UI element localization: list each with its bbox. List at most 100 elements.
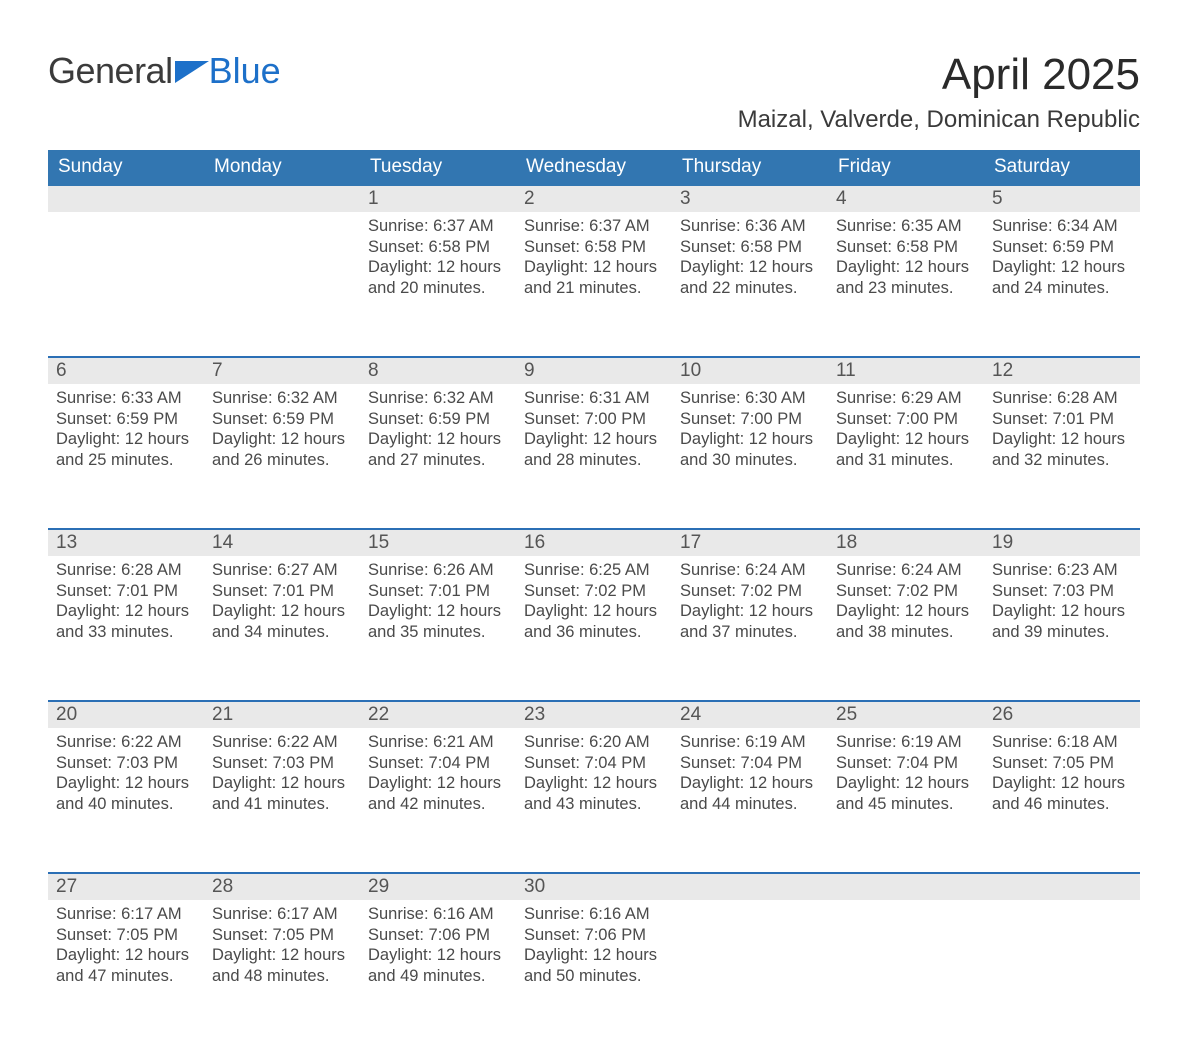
- sunrise-line: Sunrise: 6:24 AM: [680, 560, 820, 581]
- calendar-day: Sunrise: 6:28 AMSunset: 7:01 PMDaylight:…: [984, 384, 1140, 510]
- day-number: 19: [984, 530, 1140, 556]
- sunset-line: Sunset: 6:59 PM: [368, 409, 508, 430]
- daylight-line-1: Daylight: 12 hours: [56, 945, 196, 966]
- sunset-line: Sunset: 7:01 PM: [992, 409, 1132, 430]
- day-number: 26: [984, 702, 1140, 728]
- calendar-day: [828, 900, 984, 1026]
- day-details: Sunrise: 6:29 AMSunset: 7:00 PMDaylight:…: [828, 384, 984, 477]
- daylight-line-2: and 38 minutes.: [836, 622, 976, 643]
- sunrise-line: Sunrise: 6:21 AM: [368, 732, 508, 753]
- weeks-container: 12345Sunrise: 6:37 AMSunset: 6:58 PMDayl…: [48, 186, 1140, 1026]
- day-number: 15: [360, 530, 516, 556]
- day-number: 21: [204, 702, 360, 728]
- daylight-line-2: and 37 minutes.: [680, 622, 820, 643]
- title-block: April 2025 Maizal, Valverde, Dominican R…: [738, 50, 1140, 134]
- daylight-line-2: and 48 minutes.: [212, 966, 352, 987]
- sunrise-line: Sunrise: 6:29 AM: [836, 388, 976, 409]
- day-details: Sunrise: 6:25 AMSunset: 7:02 PMDaylight:…: [516, 556, 672, 649]
- sunset-line: Sunset: 7:02 PM: [680, 581, 820, 602]
- sunrise-line: Sunrise: 6:37 AM: [524, 216, 664, 237]
- flag-icon: [175, 61, 209, 88]
- day-number-row: 12345: [48, 186, 1140, 212]
- daylight-line-2: and 31 minutes.: [836, 450, 976, 471]
- weekday-header: Monday: [204, 150, 360, 186]
- day-details: Sunrise: 6:37 AMSunset: 6:58 PMDaylight:…: [360, 212, 516, 305]
- day-details: Sunrise: 6:33 AMSunset: 6:59 PMDaylight:…: [48, 384, 204, 477]
- page-title: April 2025: [738, 50, 1140, 100]
- calendar-day: Sunrise: 6:24 AMSunset: 7:02 PMDaylight:…: [672, 556, 828, 682]
- daylight-line-2: and 42 minutes.: [368, 794, 508, 815]
- day-number: 10: [672, 358, 828, 384]
- day-details: Sunrise: 6:37 AMSunset: 6:58 PMDaylight:…: [516, 212, 672, 305]
- daylight-line-2: and 23 minutes.: [836, 278, 976, 299]
- location-subtitle: Maizal, Valverde, Dominican Republic: [738, 106, 1140, 134]
- daylight-line-1: Daylight: 12 hours: [524, 257, 664, 278]
- day-details: [48, 212, 204, 222]
- sunrise-line: Sunrise: 6:28 AM: [992, 388, 1132, 409]
- day-details: Sunrise: 6:17 AMSunset: 7:05 PMDaylight:…: [204, 900, 360, 993]
- sunrise-line: Sunrise: 6:37 AM: [368, 216, 508, 237]
- day-details: Sunrise: 6:24 AMSunset: 7:02 PMDaylight:…: [672, 556, 828, 649]
- sunset-line: Sunset: 7:01 PM: [56, 581, 196, 602]
- calendar-table: SundayMondayTuesdayWednesdayThursdayFrid…: [48, 150, 1140, 1026]
- daylight-line-2: and 28 minutes.: [524, 450, 664, 471]
- calendar-day: Sunrise: 6:28 AMSunset: 7:01 PMDaylight:…: [48, 556, 204, 682]
- sunset-line: Sunset: 7:04 PM: [836, 753, 976, 774]
- calendar-day: Sunrise: 6:21 AMSunset: 7:04 PMDaylight:…: [360, 728, 516, 854]
- calendar-week: 12345Sunrise: 6:37 AMSunset: 6:58 PMDayl…: [48, 186, 1140, 338]
- sunrise-line: Sunrise: 6:18 AM: [992, 732, 1132, 753]
- daylight-line-2: and 25 minutes.: [56, 450, 196, 471]
- day-number: 11: [828, 358, 984, 384]
- day-number: [828, 874, 984, 900]
- sunset-line: Sunset: 6:58 PM: [524, 237, 664, 258]
- calendar-page: General Blue April 2025 Maizal, Valverde…: [0, 0, 1188, 1056]
- sunrise-line: Sunrise: 6:17 AM: [56, 904, 196, 925]
- sunrise-line: Sunrise: 6:36 AM: [680, 216, 820, 237]
- day-details: Sunrise: 6:27 AMSunset: 7:01 PMDaylight:…: [204, 556, 360, 649]
- day-details: Sunrise: 6:32 AMSunset: 6:59 PMDaylight:…: [360, 384, 516, 477]
- sunset-line: Sunset: 7:05 PM: [212, 925, 352, 946]
- day-number: 18: [828, 530, 984, 556]
- day-number: 13: [48, 530, 204, 556]
- day-number: 2: [516, 186, 672, 212]
- sunrise-line: Sunrise: 6:33 AM: [56, 388, 196, 409]
- daylight-line-2: and 43 minutes.: [524, 794, 664, 815]
- daylight-line-2: and 45 minutes.: [836, 794, 976, 815]
- daylight-line-1: Daylight: 12 hours: [992, 601, 1132, 622]
- day-number: 1: [360, 186, 516, 212]
- day-number: 3: [672, 186, 828, 212]
- day-number: [672, 874, 828, 900]
- calendar-day: Sunrise: 6:29 AMSunset: 7:00 PMDaylight:…: [828, 384, 984, 510]
- calendar-day: Sunrise: 6:19 AMSunset: 7:04 PMDaylight:…: [672, 728, 828, 854]
- weekday-header: Thursday: [672, 150, 828, 186]
- sunrise-line: Sunrise: 6:19 AM: [680, 732, 820, 753]
- day-number: 17: [672, 530, 828, 556]
- calendar-day: Sunrise: 6:20 AMSunset: 7:04 PMDaylight:…: [516, 728, 672, 854]
- day-number: 25: [828, 702, 984, 728]
- day-details: Sunrise: 6:31 AMSunset: 7:00 PMDaylight:…: [516, 384, 672, 477]
- sunset-line: Sunset: 7:00 PM: [680, 409, 820, 430]
- day-number: 20: [48, 702, 204, 728]
- calendar-day: [672, 900, 828, 1026]
- daylight-line-2: and 24 minutes.: [992, 278, 1132, 299]
- header-row: General Blue April 2025 Maizal, Valverde…: [48, 50, 1140, 134]
- daylight-line-2: and 44 minutes.: [680, 794, 820, 815]
- day-details: Sunrise: 6:20 AMSunset: 7:04 PMDaylight:…: [516, 728, 672, 821]
- sunset-line: Sunset: 6:59 PM: [56, 409, 196, 430]
- calendar-day: Sunrise: 6:26 AMSunset: 7:01 PMDaylight:…: [360, 556, 516, 682]
- daylight-line-2: and 46 minutes.: [992, 794, 1132, 815]
- day-details: Sunrise: 6:19 AMSunset: 7:04 PMDaylight:…: [672, 728, 828, 821]
- daylight-line-1: Daylight: 12 hours: [992, 257, 1132, 278]
- sunrise-line: Sunrise: 6:19 AM: [836, 732, 976, 753]
- daylight-line-1: Daylight: 12 hours: [680, 773, 820, 794]
- day-number: 22: [360, 702, 516, 728]
- daylight-line-1: Daylight: 12 hours: [836, 429, 976, 450]
- sunrise-line: Sunrise: 6:25 AM: [524, 560, 664, 581]
- sunset-line: Sunset: 7:02 PM: [524, 581, 664, 602]
- day-details: Sunrise: 6:28 AMSunset: 7:01 PMDaylight:…: [48, 556, 204, 649]
- daylight-line-1: Daylight: 12 hours: [56, 601, 196, 622]
- daylight-line-2: and 40 minutes.: [56, 794, 196, 815]
- day-number: [984, 874, 1140, 900]
- sunrise-line: Sunrise: 6:35 AM: [836, 216, 976, 237]
- sunset-line: Sunset: 6:58 PM: [680, 237, 820, 258]
